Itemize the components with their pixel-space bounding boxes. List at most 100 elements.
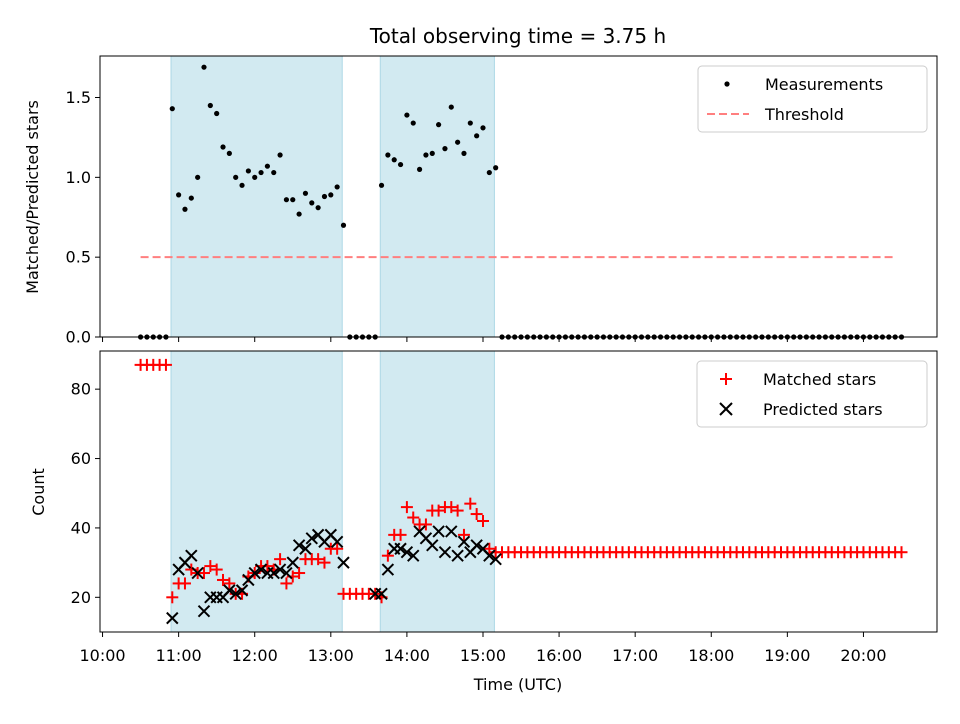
measurements-point-6 (176, 192, 182, 198)
predicted-stars-point-42 (457, 535, 471, 549)
measurements-point-8 (188, 195, 194, 201)
matched-stars-point-10 (197, 567, 210, 580)
measurements-point-51 (461, 150, 467, 156)
predicted-stars-point-34 (407, 549, 420, 562)
measurements-point-31 (334, 184, 340, 190)
measurements-point-55 (486, 169, 492, 176)
bottom-ytick-label-2: 60 (71, 449, 91, 468)
top-axes-frame (99, 55, 938, 338)
measurements-point-46 (429, 150, 435, 156)
predicted-stars-point-38 (432, 525, 445, 538)
measurements-point-41 (397, 161, 404, 168)
measurements-point-27 (309, 200, 315, 206)
measurements-point-40 (391, 157, 397, 163)
bottom-ytick-label-0: 20 (71, 588, 91, 607)
figure-title: Total observing time = 3.75 h (369, 24, 666, 48)
measurements-point-12 (214, 110, 220, 117)
measurements-point-39 (385, 152, 391, 158)
bottom-xtick-label-9: 19:00 (764, 646, 810, 665)
measurements-point-28 (315, 205, 321, 211)
predicted-stars-point-4 (191, 566, 204, 580)
bottom-xtick-label-8: 18:00 (688, 646, 734, 665)
measurements-point-24 (290, 197, 296, 203)
measurements-point-25 (296, 211, 302, 217)
predicted-stars-point-39 (438, 546, 452, 559)
top-ytick-label-1: 0.5 (66, 248, 91, 267)
measurements-point-9 (195, 174, 201, 180)
predicted-stars-point-44 (470, 539, 483, 552)
predicted-stars-point-21 (299, 542, 312, 555)
top-ytick-label-3: 1.5 (66, 88, 91, 107)
measurements-point-48 (442, 146, 448, 152)
top-panel: 0.0 0.5 1.0 1.5 Matched/Predicted stars Mea… (23, 55, 938, 347)
top-data-marks (137, 64, 905, 340)
measurements-point-45 (423, 152, 429, 158)
legend-matched-marker (720, 373, 732, 385)
measurements-point-13 (220, 144, 226, 150)
predicted-stars-point-46 (483, 549, 496, 562)
measurements-point-21 (271, 169, 277, 176)
bottom-xtick-label-5: 15:00 (460, 646, 506, 665)
matched-stars-point-5 (166, 591, 179, 604)
predicted-stars-point-29 (375, 587, 388, 601)
measurements-point-19 (258, 169, 264, 176)
bottom-ytick-label-1: 40 (71, 518, 91, 537)
matched-stars-point-23 (280, 577, 293, 590)
bottom-axes-frame (99, 350, 938, 633)
matched-stars-point-39 (381, 549, 394, 562)
predicted-stars-point-9 (223, 584, 236, 597)
measurements-point-11 (207, 102, 213, 109)
bottom-shaded-region-0 (170, 350, 343, 633)
bottom-shaded-regions (170, 350, 495, 633)
top-shaded-regions (170, 55, 495, 338)
measurements-point-30 (328, 192, 334, 198)
matched-stars-point-52 (464, 497, 477, 510)
predicted-stars-point-26 (330, 535, 344, 549)
matched-stars-point-54 (476, 514, 489, 527)
legend-threshold-label: Threshold (764, 105, 844, 124)
measurements-point-16 (239, 182, 245, 188)
predicted-stars-point-0 (166, 611, 179, 625)
measurements-point-53 (474, 133, 480, 139)
matched-stars-point-42 (400, 501, 413, 514)
matched-stars-point-28 (312, 553, 325, 566)
top-shaded-region-1 (379, 55, 495, 338)
predicted-stars-point-27 (337, 556, 350, 569)
predicted-stars-point-32 (394, 542, 407, 555)
predicted-stars-point-41 (451, 549, 464, 562)
top-ytick-label-2: 1.0 (66, 168, 91, 187)
measurements-point-20 (264, 163, 270, 169)
matched-stars-point-50 (451, 504, 464, 517)
predicted-stars-point-18 (280, 566, 293, 580)
legend-measurements-label: Measurements (765, 75, 883, 94)
bottom-xlabel: Time (UTC) (473, 675, 562, 694)
matched-stars-point-55 (483, 542, 496, 555)
predicted-stars-point-11 (235, 584, 249, 597)
predicted-stars-point-22 (305, 532, 318, 545)
measurements-point-7 (182, 206, 188, 212)
legend-matched-label: Matched stars (763, 370, 876, 389)
bottom-shaded-region-1 (379, 350, 495, 633)
matched-stars-point-14 (223, 577, 236, 590)
bottom-xtick-label-7: 17:00 (612, 646, 658, 665)
measurements-point-5 (169, 106, 175, 112)
measurements-point-43 (410, 120, 416, 126)
matched-stars-point-7 (178, 577, 191, 590)
measurements-point-42 (404, 112, 410, 118)
predicted-stars-point-19 (286, 556, 299, 569)
predicted-stars-point-47 (489, 552, 502, 566)
measurements-point-56 (493, 165, 499, 171)
matched-stars-point-53 (470, 508, 483, 521)
predicted-stars-point-40 (445, 525, 458, 538)
matched-stars-point-11 (204, 560, 217, 573)
legend-predicted-marker (719, 402, 733, 416)
predicted-stars-point-13 (248, 566, 261, 580)
legend-measurements-marker (724, 81, 730, 87)
predicted-stars-point-10 (229, 587, 242, 601)
predicted-stars-point-33 (400, 546, 414, 559)
measurements-point-17 (245, 168, 251, 174)
bottom-xtick-label-3: 13:00 (308, 646, 354, 665)
top-ticks: 0.0 0.5 1.0 1.5 (66, 88, 864, 347)
predicted-stars-point-5 (197, 604, 211, 618)
